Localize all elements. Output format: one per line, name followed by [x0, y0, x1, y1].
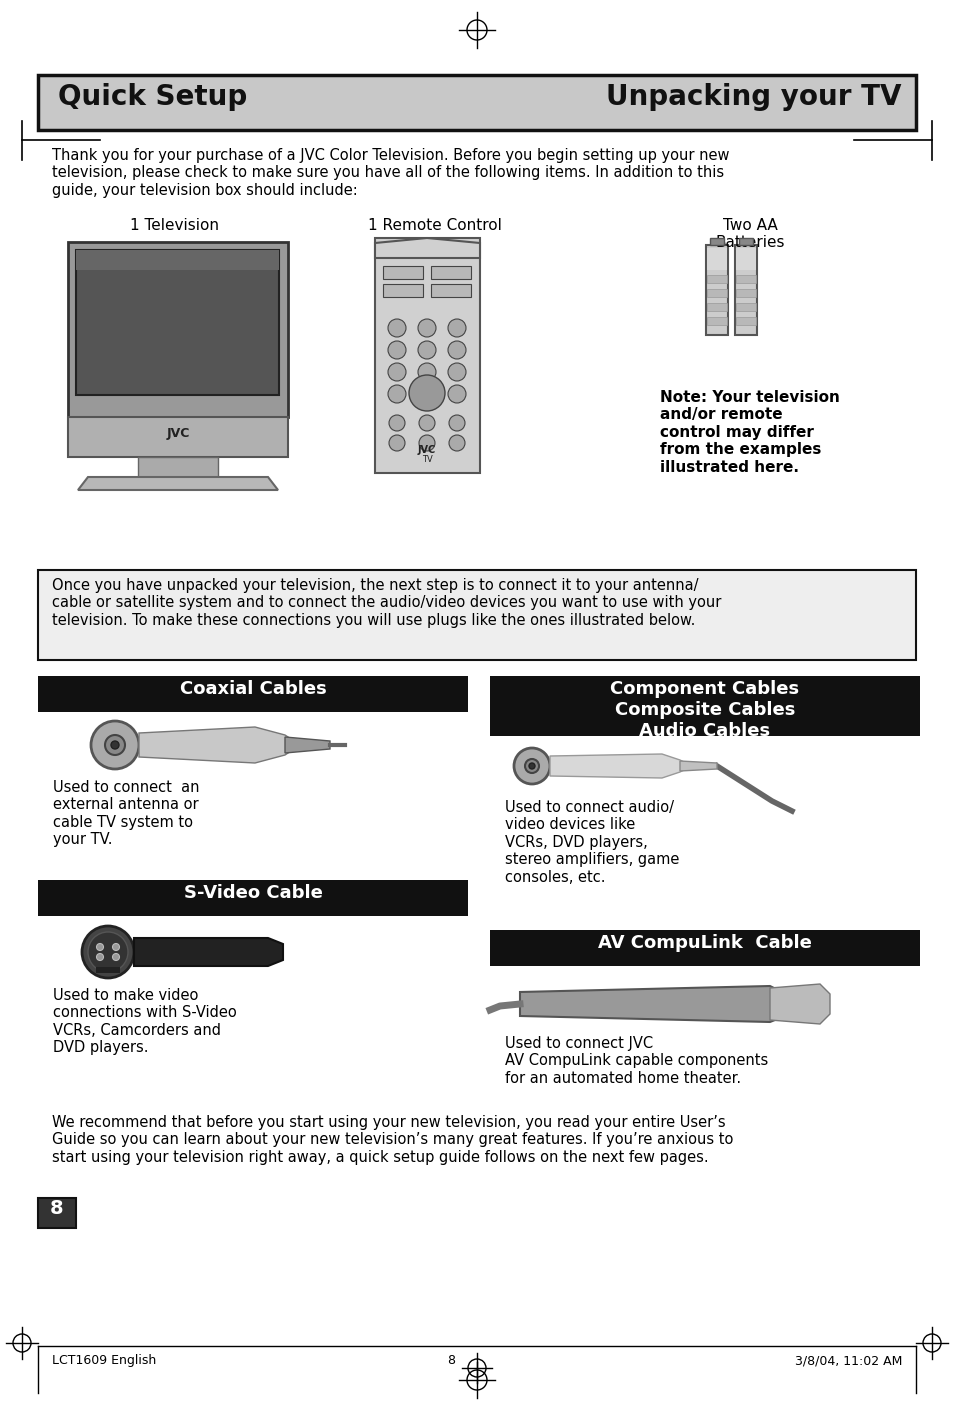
Text: LCT1609 English: LCT1609 English	[52, 1354, 156, 1367]
Circle shape	[112, 943, 119, 950]
Bar	[739, 238, 752, 245]
Bar	[734, 245, 757, 335]
Polygon shape	[78, 476, 277, 491]
Text: Used to connect  an
external antenna or
cable TV system to
your TV.: Used to connect an external antenna or c…	[53, 780, 199, 847]
Circle shape	[388, 340, 406, 359]
Text: 1 Television: 1 Television	[131, 218, 219, 233]
Bar	[382, 267, 422, 279]
Text: Once you have unpacked your television, the next step is to connect it to your a: Once you have unpacked your television, …	[52, 579, 720, 628]
Circle shape	[449, 435, 464, 451]
Circle shape	[448, 319, 465, 337]
Text: Unpacking your TV: Unpacking your TV	[606, 84, 901, 111]
Text: Used to connect JVC
AV CompuLink capable components
for an automated home theate: Used to connect JVC AV CompuLink capable…	[504, 1037, 767, 1086]
Bar	[706, 275, 726, 284]
Bar	[735, 275, 755, 284]
Bar	[375, 238, 479, 474]
Polygon shape	[519, 986, 800, 1022]
Text: Used to make video
connections with S-Video
VCRs, Camcorders and
DVD players.: Used to make video connections with S-Vi…	[53, 988, 236, 1055]
Bar	[709, 238, 723, 245]
Polygon shape	[139, 727, 299, 763]
Bar	[706, 318, 726, 325]
Text: AV CompuLink  Cable: AV CompuLink Cable	[598, 934, 811, 951]
Text: 8: 8	[51, 1200, 64, 1218]
Circle shape	[448, 386, 465, 403]
Circle shape	[388, 363, 406, 381]
Bar	[735, 289, 755, 296]
Circle shape	[82, 926, 133, 978]
Bar	[490, 676, 919, 736]
Circle shape	[111, 742, 119, 749]
Bar	[138, 457, 218, 476]
Circle shape	[449, 415, 464, 431]
Circle shape	[448, 363, 465, 381]
Circle shape	[88, 932, 128, 971]
Text: Quick Setup: Quick Setup	[58, 84, 247, 111]
Bar	[68, 242, 288, 417]
Circle shape	[448, 340, 465, 359]
Bar	[735, 248, 755, 269]
Text: Coaxial Cables: Coaxial Cables	[179, 681, 326, 698]
Bar	[490, 930, 919, 966]
Circle shape	[409, 374, 444, 411]
Bar	[76, 250, 278, 396]
Circle shape	[389, 435, 405, 451]
Bar	[68, 417, 288, 457]
Bar	[38, 1198, 76, 1228]
Text: Note: Your television
and/or remote
control may differ
from the examples
illustr: Note: Your television and/or remote cont…	[659, 390, 839, 475]
Circle shape	[91, 720, 139, 769]
Circle shape	[524, 759, 538, 773]
Polygon shape	[133, 937, 283, 966]
Polygon shape	[285, 737, 330, 753]
Text: S-Video Cable: S-Video Cable	[183, 883, 322, 902]
Circle shape	[514, 749, 550, 784]
Text: Thank you for your purchase of a JVC Color Television. Before you begin setting : Thank you for your purchase of a JVC Col…	[52, 147, 729, 197]
Bar	[76, 250, 278, 269]
Text: Component Cables
Composite Cables
Audio Cables: Component Cables Composite Cables Audio …	[610, 681, 799, 740]
Bar	[706, 289, 726, 296]
Text: JVC: JVC	[417, 445, 436, 455]
Circle shape	[417, 386, 436, 403]
Circle shape	[417, 340, 436, 359]
Circle shape	[388, 319, 406, 337]
Text: 1 Remote Control: 1 Remote Control	[368, 218, 501, 233]
Text: JVC: JVC	[166, 427, 190, 440]
Bar	[38, 570, 915, 659]
Bar	[735, 303, 755, 311]
Bar	[706, 248, 726, 269]
Text: 3/8/04, 11:02 AM: 3/8/04, 11:02 AM	[794, 1354, 901, 1367]
Polygon shape	[550, 754, 691, 778]
Circle shape	[96, 943, 103, 950]
Bar	[382, 284, 422, 296]
Bar	[705, 245, 727, 335]
Text: TV: TV	[421, 455, 432, 464]
Text: 8: 8	[447, 1354, 455, 1367]
Circle shape	[529, 763, 535, 769]
Bar	[431, 284, 471, 296]
Polygon shape	[375, 238, 479, 258]
Bar	[735, 318, 755, 325]
Circle shape	[417, 363, 436, 381]
Circle shape	[112, 953, 119, 960]
Polygon shape	[679, 761, 717, 771]
Circle shape	[389, 415, 405, 431]
Bar	[96, 967, 120, 973]
Bar	[38, 75, 915, 130]
Bar	[38, 881, 468, 916]
Text: Two AA
Batteries: Two AA Batteries	[715, 218, 784, 251]
Circle shape	[417, 319, 436, 337]
Circle shape	[388, 386, 406, 403]
Text: We recommend that before you start using your new television, you read your enti: We recommend that before you start using…	[52, 1115, 733, 1164]
Circle shape	[96, 953, 103, 960]
Bar	[706, 303, 726, 311]
Circle shape	[105, 735, 125, 754]
Circle shape	[418, 435, 435, 451]
Bar	[38, 676, 468, 712]
Bar	[431, 267, 471, 279]
Text: Used to connect audio/
video devices like
VCRs, DVD players,
stereo amplifiers, : Used to connect audio/ video devices lik…	[504, 800, 679, 885]
Circle shape	[418, 415, 435, 431]
Polygon shape	[769, 984, 829, 1024]
